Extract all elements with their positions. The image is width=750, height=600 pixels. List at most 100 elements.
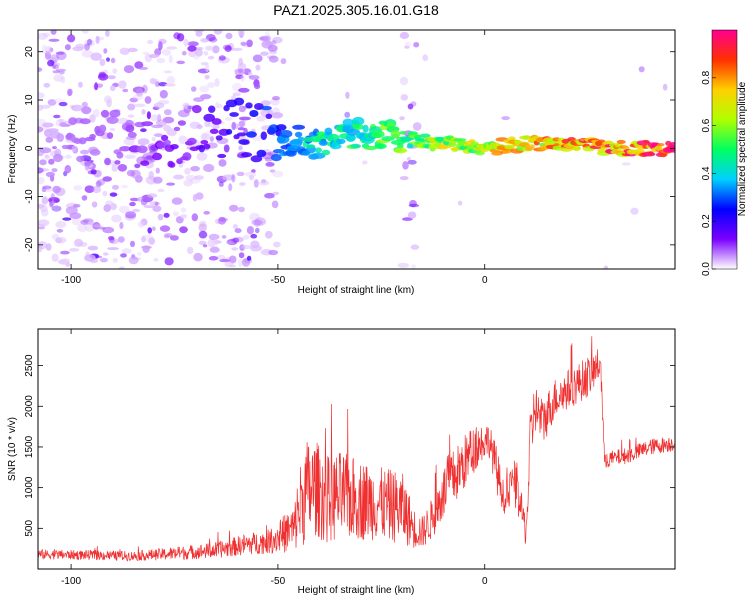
spectrogram-noise-blob: [103, 95, 112, 104]
spectrogram-noise-blob: [153, 258, 159, 262]
spectrogram-noise-blob: [248, 75, 260, 80]
spectrogram-ridge-blob: [236, 132, 247, 137]
spectrogram-noise-blob: [60, 76, 66, 84]
spectrogram-ridge-blob: [59, 122, 67, 127]
spectrogram-noise-blob: [103, 48, 108, 54]
spectrogram-noise-blob: [132, 94, 144, 100]
spectrogram-noise-blob: [272, 191, 280, 196]
spectrogram-noise-blob: [199, 85, 210, 93]
spectrogram-noise-blob: [234, 236, 244, 243]
spectrogram-noise-blob: [38, 226, 45, 230]
spectrogram-noise-blob: [67, 34, 76, 43]
spectrogram-noise-blob: [344, 111, 351, 118]
spectrogram-noise-blob: [159, 225, 171, 232]
spectrogram-noise-blob: [84, 43, 90, 51]
spectrogram-noise-blob: [209, 246, 220, 253]
spectrogram-noise-blob: [232, 237, 240, 243]
spectrogram-noise-blob: [223, 144, 230, 153]
spectrogram-noise-blob: [259, 36, 270, 42]
spectrogram-noise-blob: [272, 170, 284, 178]
spectrogram-noise-blob: [58, 119, 64, 123]
spectrogram-noise-blob: [399, 31, 410, 40]
spectrogram-noise-blob: [163, 70, 173, 74]
spectrogram-noise-blob: [202, 244, 208, 248]
spectrogram-noise-blob: [156, 57, 166, 64]
spectrogram-noise-blob: [402, 161, 409, 170]
spectrogram-noise-blob: [90, 169, 97, 175]
spectrogram-noise-blob: [246, 39, 253, 48]
snr-x-tick-label: -50: [271, 576, 286, 587]
spectrogram-noise-blob: [155, 119, 168, 127]
spectrogram-noise-blob: [404, 45, 410, 49]
spectrogram-ridge-blob: [275, 124, 287, 131]
spectrogram-ridge-blob: [127, 131, 137, 138]
spectrogram-ridge-blob: [518, 142, 530, 148]
spectrogram-noise-blob: [75, 43, 85, 49]
spectrogram-ridge-blob: [203, 113, 215, 122]
spectrogram-noise-blob: [238, 120, 245, 128]
spectrogram-noise-blob: [152, 176, 163, 184]
spectrogram-ridge-blob: [314, 147, 322, 153]
spectrogram-noise-blob: [56, 228, 64, 233]
spectrogram-ridge-blob: [39, 147, 52, 154]
spectrogram-noise-blob: [126, 169, 136, 177]
spectrogram-noise-blob: [38, 177, 45, 185]
spectrogram-noise-blob: [399, 176, 409, 181]
spectrogram-noise-blob: [106, 57, 110, 62]
spectrogram-noise-blob: [52, 185, 61, 194]
spectrogram-noise-blob: [118, 80, 127, 89]
spectrogram-noise-blob: [99, 58, 106, 67]
spectrogram-ridge-blob: [61, 144, 69, 150]
spectrogram-ridge-blob: [152, 152, 163, 161]
spectrogram-noise-blob: [407, 159, 417, 165]
spectrogram-ridge-blob: [53, 153, 63, 163]
spectrogram-noise-blob: [203, 210, 210, 215]
spectrogram-ridge-blob: [78, 137, 87, 145]
colorbar-tick-label: 0.6: [701, 118, 712, 132]
spectrogram-noise-blob: [98, 71, 107, 79]
spectrogram-noise-blob: [148, 170, 154, 180]
spectrogram-ridge-blob: [76, 155, 85, 163]
spectrogram-noise-blob: [198, 230, 208, 239]
spectrogram-noise-blob: [59, 70, 65, 75]
spectrogram-noise-blob: [161, 49, 171, 56]
spectrogram-noise-blob: [181, 50, 187, 56]
spectrogram-noise-blob: [80, 149, 90, 155]
snr-y-tick-label: 500: [24, 520, 35, 537]
spectrogram-noise-blob: [168, 54, 173, 64]
spectrogram-ridge-blob: [209, 128, 219, 134]
spectrogram-noise-blob: [200, 38, 210, 43]
spectrogram-noise-blob: [225, 241, 235, 245]
spectrogram-noise-blob: [407, 103, 414, 110]
spectrogram-noise-blob: [135, 88, 144, 97]
spectrogram-noise-blob: [40, 208, 49, 217]
spectrogram-noise-blob: [232, 92, 241, 97]
spectrogram-noise-blob: [231, 121, 236, 131]
spectrogram-ridge-blob: [350, 143, 362, 149]
spectrogram-ridge-blob: [406, 143, 414, 149]
spectrogram-ridge-blob: [669, 142, 675, 148]
spectrogram-noise-blob: [55, 51, 65, 55]
spectrogram-noise-blob: [237, 30, 245, 37]
spectrogram-noise-blob: [43, 82, 51, 88]
spectrogram-blob-group: [38, 30, 675, 269]
spectrogram-ridge-blob: [170, 144, 179, 150]
spectrogram-noise-blob: [166, 182, 176, 186]
spectrogram-noise-blob: [136, 251, 142, 256]
spectrogram-noise-blob: [362, 160, 368, 165]
spectrogram-noise-blob: [109, 127, 116, 132]
spectrogram-noise-blob: [50, 193, 55, 201]
spectrogram-noise-blob: [180, 214, 188, 219]
spectrogram-noise-blob: [345, 91, 350, 99]
spectrogram-noise-blob: [280, 58, 287, 65]
spectrogram-noise-blob: [250, 244, 262, 252]
spectrogram-noise-blob: [120, 184, 129, 189]
spectrogram-noise-blob: [95, 180, 102, 188]
spectrogram-noise-blob: [87, 38, 93, 46]
spectrogram-ridge-blob: [229, 112, 239, 117]
spectrogram-noise-blob: [271, 40, 277, 45]
spectrogram-y-label: Frequency (Hz): [7, 115, 18, 184]
spectrogram-noise-blob: [137, 138, 150, 146]
spectrogram-ridge-blob: [211, 118, 222, 125]
